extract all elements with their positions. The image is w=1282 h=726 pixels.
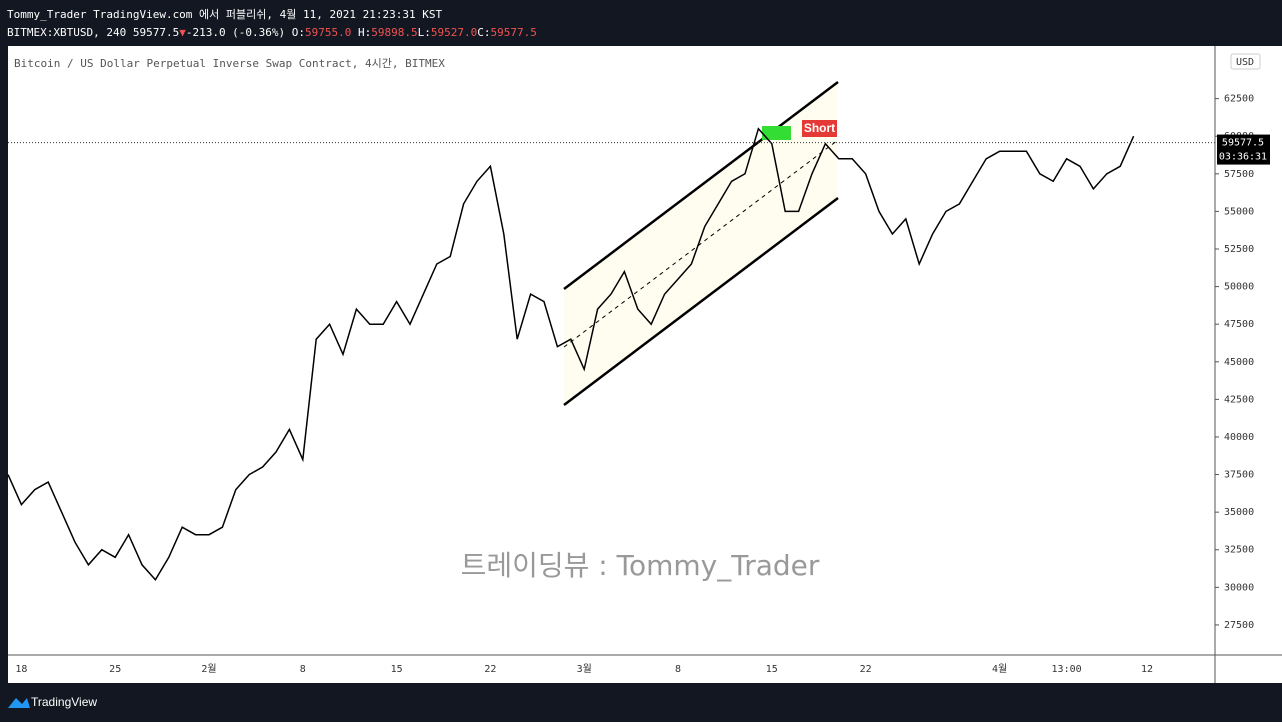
x-tick-label: 15 xyxy=(391,664,403,675)
x-tick-label: 15 xyxy=(766,664,778,675)
y-tick-label: 30000 xyxy=(1224,582,1254,593)
y-tick-label: 62500 xyxy=(1224,94,1254,105)
y-tick-label: 42500 xyxy=(1224,394,1254,405)
publisher: Tommy_Trader TradingView.com 에서 퍼블리쉬, 4월… xyxy=(7,8,442,21)
price-line xyxy=(7,127,1135,582)
left-border xyxy=(0,46,8,683)
last-price-box xyxy=(1217,134,1270,165)
c: 59577.5 xyxy=(491,26,537,39)
plot: 27500 30000 32500 35000 37500 40000 42500 45000… xyxy=(7,94,1254,675)
x-tick-label: 2월 xyxy=(201,663,216,675)
currency-box xyxy=(1230,53,1261,70)
y-tick-label: 40000 xyxy=(1224,432,1254,443)
chart-title: Bitcoin / US Dollar Perpetual Inverse Sw… xyxy=(14,57,445,70)
y-tick-label: 47500 xyxy=(1224,319,1254,330)
y-tick-label: 27500 xyxy=(1224,620,1254,631)
y-tick-label: 45000 xyxy=(1224,357,1254,368)
y-tick-label: 35000 xyxy=(1224,507,1254,518)
short-label: Short xyxy=(804,121,835,135)
y-tick-label: 52500 xyxy=(1224,244,1254,255)
ohlc-line: BITMEX:XBTUSD, 240 59577.5▼-213.0 (-0.36… xyxy=(7,26,537,39)
h-label: H: xyxy=(358,26,371,39)
channel-mid xyxy=(563,139,839,348)
x-tick-label: 25 xyxy=(109,664,121,675)
short-tag xyxy=(802,120,837,137)
last-price-label: 59577.5 xyxy=(1222,138,1264,149)
x-tick-label: 22 xyxy=(484,664,496,675)
x-tick-label: 18 xyxy=(15,664,27,675)
signal-box xyxy=(762,126,791,140)
x-tick-label: 4월 xyxy=(992,663,1007,675)
top-bar xyxy=(0,0,1282,46)
c-label: C: xyxy=(477,26,490,39)
y-tick-label: 50000 xyxy=(1224,282,1254,293)
channel-upper xyxy=(563,81,839,290)
watermark: 트레이딩뷰 : Tommy_Trader xyxy=(461,549,820,582)
footer xyxy=(0,683,1282,722)
arrow: ▼ xyxy=(179,26,186,39)
l-label: L: xyxy=(418,26,431,39)
y-tick-label: 55000 xyxy=(1224,206,1254,217)
channel-lower xyxy=(563,197,839,406)
x-tick-label: 12 xyxy=(1141,664,1153,675)
y-tick-label: 57500 xyxy=(1224,169,1254,180)
x-tick-label: 3월 xyxy=(577,663,592,675)
x-tick-label: 8 xyxy=(300,664,306,675)
h: 59898.5 xyxy=(371,26,417,39)
o-label: O: xyxy=(292,26,305,39)
brand: TradingView xyxy=(31,695,97,709)
l: 59527.0 xyxy=(431,26,477,39)
x-tick-label: 13:00 xyxy=(1052,664,1082,675)
countdown: 03:36:31 xyxy=(1219,152,1267,163)
change: -213.0 (-0.36%) xyxy=(186,26,285,39)
o: 59755.0 xyxy=(305,26,351,39)
currency: USD xyxy=(1236,57,1254,68)
x-tick-label: 22 xyxy=(860,664,872,675)
y-tick-label: 32500 xyxy=(1224,545,1254,556)
price: 59577.5 xyxy=(133,26,179,39)
y-tick-label: 37500 xyxy=(1224,470,1254,481)
logo xyxy=(8,698,30,708)
symbol: BITMEX:XBTUSD, 240 xyxy=(7,26,126,39)
x-tick-label: 8 xyxy=(675,664,681,675)
